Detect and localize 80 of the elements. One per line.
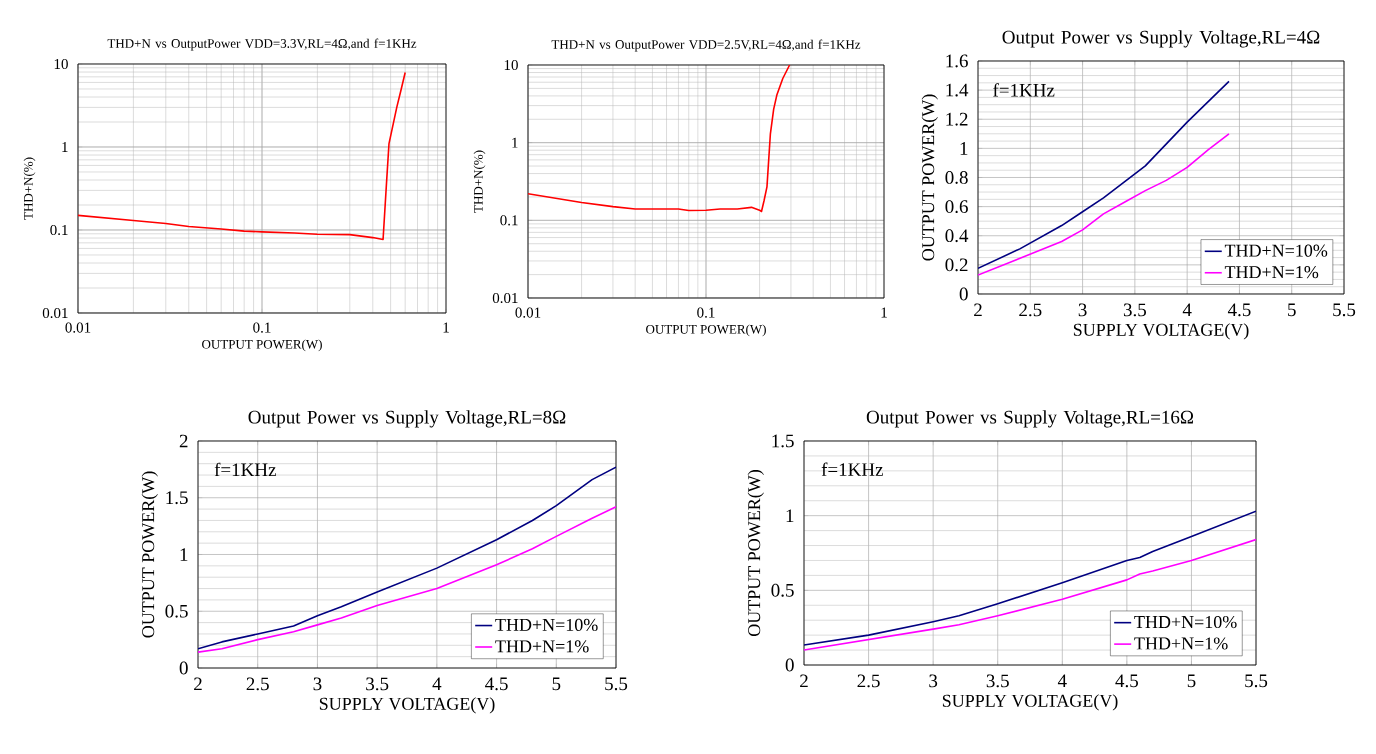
- x-axis-title: SUPPLY VOLTAGE(V): [319, 697, 495, 714]
- y-tick-label: 0.01: [492, 292, 518, 304]
- y-tick-label: 0: [179, 661, 188, 675]
- y-tick-label: 1: [512, 137, 518, 148]
- x-tick-label: 1: [881, 307, 887, 318]
- y-tick-label: 1: [62, 142, 68, 152]
- x-tick-label: 2.5: [246, 677, 269, 691]
- y-tick-label: 2: [179, 434, 188, 448]
- x-tick-label: 5.5: [605, 677, 628, 691]
- x-tick-label: 3.5: [1123, 303, 1147, 317]
- y-tick-label: 0.5: [771, 583, 794, 597]
- x-tick-label: 4.5: [1115, 674, 1139, 688]
- y-axis-title: THD+N(%): [23, 157, 36, 220]
- chart-title: Output Power vs Supply Voltage,RL=8Ω: [248, 410, 566, 428]
- y-tick-label: 0: [785, 658, 794, 672]
- legend-label: THD+N=1%: [495, 640, 589, 653]
- x-tick-label: 5: [1187, 674, 1196, 688]
- y-tick-label: 1: [960, 142, 968, 155]
- x-tick-label: 4: [432, 677, 442, 691]
- x-tick-label: 2: [974, 303, 982, 317]
- x-tick-label: 3: [929, 674, 938, 688]
- chart-title: THD+N vs OutputPower VDD=3.3V,RL=4Ω,and f=1KHz: [107, 38, 417, 51]
- y-tick-label: 0.1: [50, 224, 68, 236]
- x-axis-title: OUTPUT POWER(W): [646, 324, 766, 337]
- x-tick-label: 3.5: [366, 677, 389, 691]
- y-axis-title: OUTPUT POWER(W): [747, 470, 764, 636]
- y-tick-label: 10: [504, 59, 518, 71]
- x-tick-label: 5: [1288, 303, 1296, 317]
- y-tick-label: 0.6: [945, 200, 968, 214]
- legend-label: THD+N=1%: [1134, 637, 1228, 650]
- x-tick-label: 5: [552, 677, 561, 691]
- y-tick-label: 0.1: [500, 215, 518, 226]
- y-tick-label: 1.5: [772, 434, 794, 448]
- x-tick-label: 4: [1057, 674, 1067, 688]
- chart-title: THD+N vs OutputPower VDD=2.5V,RL=4Ω,and f=1KHz: [551, 39, 861, 52]
- x-tick-label: 2: [194, 677, 202, 691]
- y-tick-label: 0.2: [945, 258, 968, 272]
- x-axis-title: SUPPLY VOLTAGE(V): [1073, 323, 1249, 340]
- line-series: [198, 506, 617, 653]
- x-tick-label: 2.5: [857, 674, 880, 688]
- x-tick-label: 4.5: [1227, 303, 1251, 317]
- y-tick-label: 1: [180, 548, 188, 561]
- x-tick-label: 3: [313, 677, 322, 691]
- x-tick-label: 2.5: [1019, 303, 1042, 317]
- x-axis-title: OUTPUT POWER(W): [202, 339, 322, 352]
- x-tick-label: 2: [800, 674, 808, 688]
- y-tick-label: 1.6: [946, 54, 968, 68]
- y-axis-title: OUTPUT POWER(W): [141, 471, 158, 638]
- y-tick-label: 1: [786, 509, 794, 522]
- x-axis-title: SUPPLY VOLTAGE(V): [942, 694, 1118, 711]
- x-tick-label: 0.1: [253, 322, 271, 333]
- x-tick-label: 1: [443, 322, 449, 333]
- y-tick-label: 1.5: [166, 491, 188, 505]
- annotation: f=1KHz: [214, 462, 276, 477]
- y-tick-label: 0.4: [945, 229, 969, 243]
- x-tick-label: 4: [1182, 303, 1192, 317]
- annotation: f=1KHz: [993, 83, 1055, 97]
- x-tick-label: 0.1: [697, 307, 715, 318]
- y-tick-label: 0.5: [165, 604, 188, 618]
- chart-title: Output Power vs Supply Voltage,RL=4Ω: [1002, 30, 1320, 48]
- chart-title: Output Power vs Supply Voltage,RL=16Ω: [866, 410, 1194, 428]
- x-tick-label: 0.01: [65, 322, 91, 333]
- y-tick-label: 0: [959, 287, 968, 301]
- x-tick-label: 5.5: [1333, 303, 1356, 317]
- x-tick-label: 5.5: [1245, 674, 1268, 688]
- y-tick-label: 1.4: [946, 83, 969, 97]
- x-tick-label: 3.5: [986, 674, 1009, 688]
- legend-label: THD+N=10%: [495, 618, 598, 632]
- x-tick-label: 3: [1078, 303, 1087, 317]
- y-tick-label: 10: [54, 58, 68, 70]
- legend-label: THD+N=10%: [1224, 244, 1328, 257]
- legend-label: THD+N=10%: [1134, 615, 1237, 629]
- y-tick-label: 0.8: [945, 171, 968, 184]
- y-axis-title: THD+N(%): [473, 150, 486, 213]
- annotation: f=1KHz: [821, 462, 883, 476]
- x-tick-label: 0.01: [515, 307, 541, 318]
- y-axis-title: OUTPUT POWER(W): [921, 94, 938, 261]
- x-tick-label: 4.5: [485, 677, 508, 691]
- legend-label: THD+N=1%: [1224, 266, 1319, 279]
- y-tick-label: 1.2: [946, 112, 968, 126]
